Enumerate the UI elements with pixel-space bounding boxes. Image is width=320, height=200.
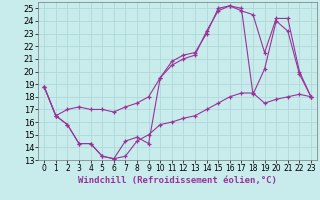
- X-axis label: Windchill (Refroidissement éolien,°C): Windchill (Refroidissement éolien,°C): [78, 176, 277, 185]
